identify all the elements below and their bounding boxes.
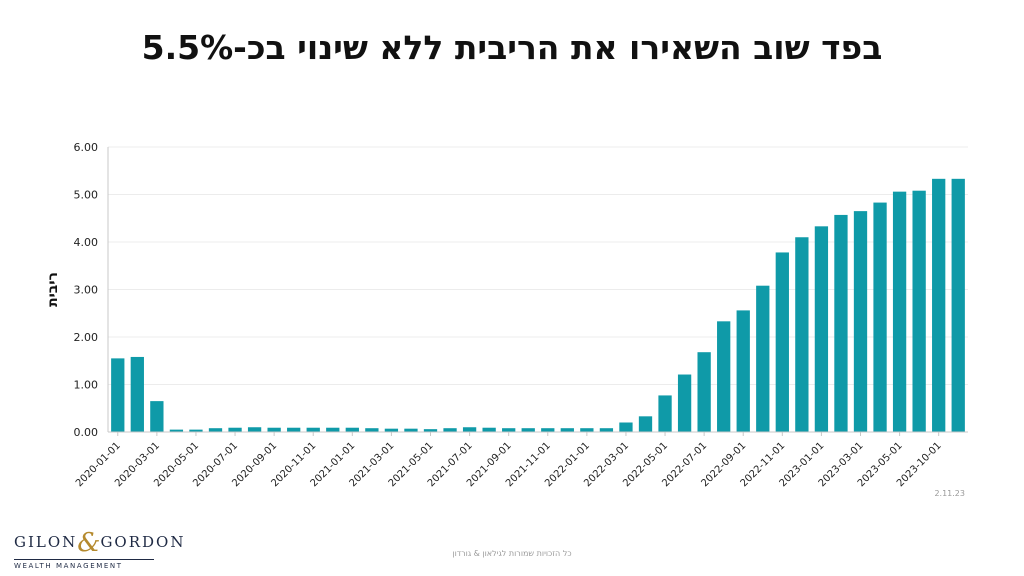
y-axis-label: ריבית [45, 272, 61, 307]
bar-2022-06-01 [677, 374, 692, 432]
bar-2020-03-01 [150, 401, 164, 432]
bar-2020-11-01 [306, 427, 320, 432]
logo-wordmark: GILON&GORDON [14, 528, 186, 558]
bar-2022-10-01 [756, 285, 770, 432]
y-tick-label: 2.00 [74, 331, 99, 344]
y-tick-label: 6.00 [74, 141, 99, 154]
bar-2020-04-01 [169, 429, 184, 432]
bar-2023-01-01 [814, 226, 829, 432]
bar-2023-04-01 [873, 202, 887, 432]
bar-2023-03-01 [853, 211, 868, 432]
bar-2022-01-01 [580, 428, 594, 432]
y-tick-label: 1.00 [74, 379, 99, 392]
x-tick-labels: 2020-01-012020-03-012020-05-012020-07-01… [74, 432, 944, 489]
bar-2021-08-01 [482, 427, 496, 432]
y-tick-labels: 0.00 1.00 2.00 3.00 4.00 5.00 6.00 [74, 141, 99, 439]
bar-2020-06-01 [208, 428, 223, 432]
slide-title: בפד שוב השאירו את הריבית ללא שינוי בכ-5.… [141, 28, 883, 67]
bar-2020-02-01 [130, 356, 144, 432]
y-tick-label: 0.00 [74, 426, 99, 439]
bar-2023-06-01 [912, 190, 926, 432]
bar-2022-03-01 [619, 422, 633, 432]
date-stamp: 2.11.23 [934, 489, 965, 498]
bar-2020-01-01 [111, 358, 125, 432]
bar-2022-08-01 [717, 321, 731, 432]
bar-2023-05-01 [892, 191, 907, 432]
bar-2022-04-01 [638, 416, 653, 432]
bars [111, 178, 965, 432]
bar-2023-02-01 [834, 214, 848, 432]
bar-2021-07-01 [462, 427, 477, 432]
bar-2022-07-01 [697, 352, 711, 432]
bar-2021-03-01 [384, 428, 399, 432]
bar-2020-10-01 [287, 427, 301, 432]
bar-2021-04-01 [404, 428, 418, 432]
bar-2020-09-01 [267, 427, 281, 432]
bar-2022-11-01 [775, 252, 789, 432]
bar-2020-12-01 [326, 427, 340, 432]
bar-2022-05-01 [658, 395, 672, 432]
axes [107, 147, 968, 433]
bar-2022-12-01 [795, 237, 809, 432]
y-tick-label: 4.00 [74, 236, 99, 249]
bar-2021-01-01 [345, 427, 359, 432]
bar-2021-09-01 [502, 428, 516, 432]
bar-2021-06-01 [443, 428, 457, 432]
bar-2021-11-01 [541, 428, 555, 432]
bar-2021-12-01 [560, 428, 574, 432]
y-tick-label: 5.00 [74, 189, 99, 202]
bar-2022-09-01 [736, 310, 750, 432]
bar-2023-10-01 [932, 178, 946, 432]
bar-2022-02-01 [599, 428, 614, 432]
logo-tagline: WEALTH MANAGEMENT [14, 559, 154, 570]
bar-2023-11-01 [951, 178, 965, 432]
bar-2020-08-01 [247, 427, 262, 432]
company-logo: GILON&GORDON WEALTH MANAGEMENT [14, 528, 186, 570]
bar-2020-05-01 [189, 429, 203, 432]
bar-2021-02-01 [365, 428, 379, 432]
bar-2021-10-01 [521, 428, 535, 432]
bar-2020-07-01 [228, 427, 242, 432]
footer-copyright: כל הזכויות שמורות לגילאון & גורדון [452, 549, 572, 558]
y-tick-label: 3.00 [74, 284, 99, 297]
bar-2021-05-01 [423, 429, 438, 432]
